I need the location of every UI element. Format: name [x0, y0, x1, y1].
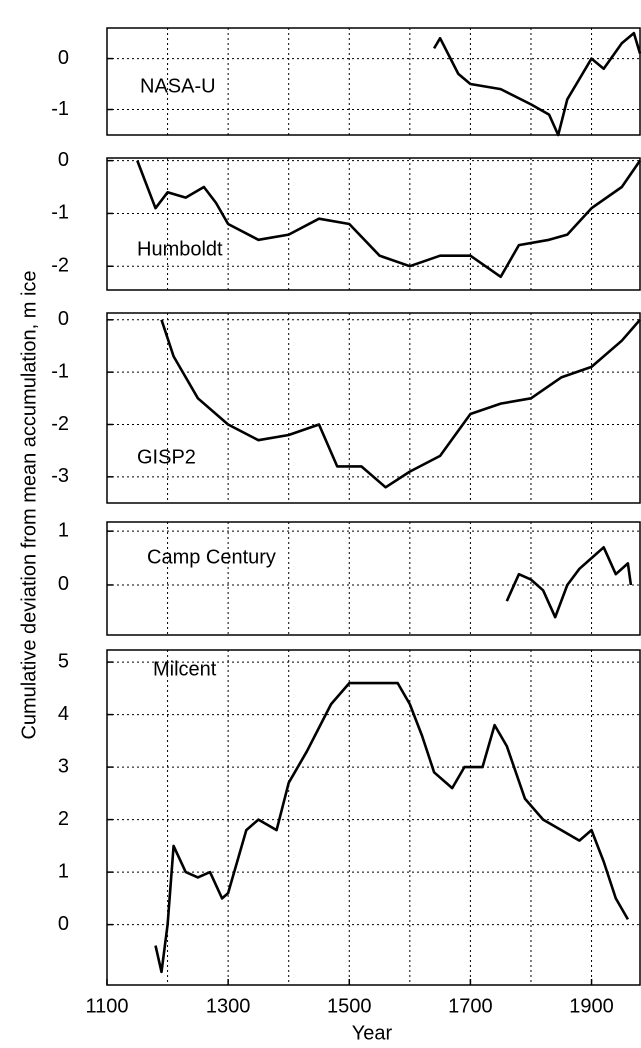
- y-tick-label: -3: [51, 465, 69, 487]
- y-tick-label: -1: [51, 360, 69, 382]
- panel-label: Milcent: [153, 658, 217, 680]
- data-line: [160, 318, 641, 489]
- panel-frame: [106, 312, 641, 504]
- y-axis-label: Cumulative deviation from mean accumulat…: [18, 270, 40, 739]
- y-tick-label: 4: [58, 703, 69, 725]
- x-axis-label: Year: [352, 1022, 393, 1044]
- y-tick-label: 0: [58, 913, 69, 935]
- x-tick-label: 1500: [327, 995, 372, 1017]
- panel-label: Humboldt: [137, 238, 223, 260]
- panel-frame: [106, 157, 641, 291]
- x-tick-label: 1900: [569, 995, 614, 1017]
- data-line: [505, 546, 633, 619]
- y-tick-label: 3: [58, 755, 69, 777]
- x-tick-label: 1700: [448, 995, 493, 1017]
- y-tick-label: -2: [51, 255, 69, 277]
- panel-label: NASA-U: [140, 75, 216, 97]
- y-tick-label: 0: [58, 308, 69, 330]
- data-line: [136, 159, 641, 279]
- y-tick-label: 0: [58, 47, 69, 69]
- x-tick-label: 1300: [206, 995, 251, 1017]
- y-tick-label: 2: [58, 808, 69, 830]
- panel-frame: [106, 27, 641, 136]
- panel-frame: [106, 649, 641, 986]
- y-tick-label: 1: [58, 519, 69, 541]
- y-tick-label: 0: [58, 149, 69, 171]
- y-tick-label: 0: [58, 573, 69, 595]
- y-tick-label: -1: [51, 202, 69, 224]
- panel-label: Camp Century: [147, 546, 276, 568]
- y-tick-label: 5: [58, 650, 69, 672]
- y-tick-label: -2: [51, 413, 69, 435]
- x-tick-label: 1100: [85, 995, 128, 1017]
- data-line: [432, 31, 641, 137]
- y-tick-label: 1: [58, 860, 69, 882]
- data-line: [154, 681, 630, 974]
- panel-frame: [106, 521, 641, 636]
- panel-label: GISP2: [137, 446, 196, 468]
- y-tick-label: -1: [51, 98, 69, 120]
